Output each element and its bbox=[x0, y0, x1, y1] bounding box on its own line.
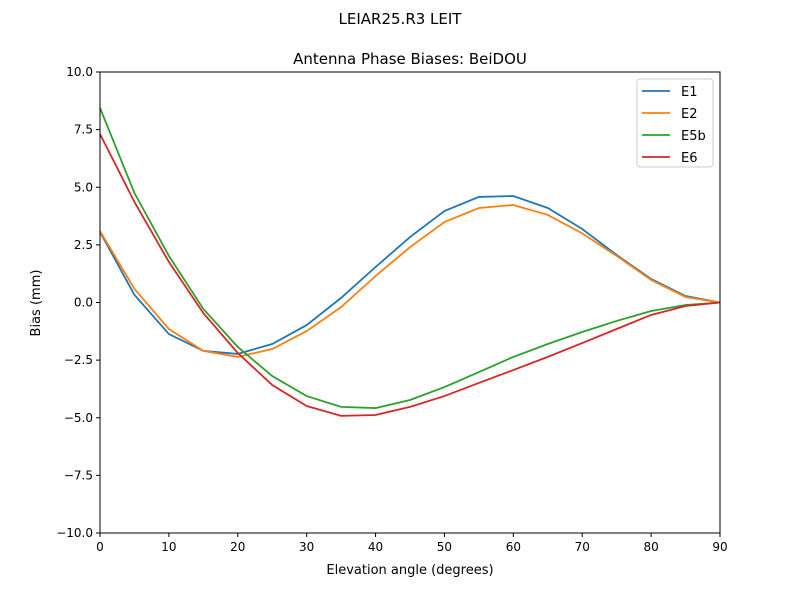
legend-box bbox=[636, 78, 714, 168]
series-line-e2 bbox=[99, 204, 721, 358]
y-tick-label: −7.5 bbox=[64, 468, 93, 482]
legend: E1 E2 E5b E6 bbox=[636, 78, 714, 168]
y-tick-label: −10.0 bbox=[56, 526, 93, 540]
x-axis-label: Elevation angle (degrees) bbox=[326, 563, 493, 578]
legend-label: E1 bbox=[681, 85, 698, 100]
legend-label: E5b bbox=[681, 129, 706, 144]
legend-label: E2 bbox=[681, 107, 698, 122]
x-tick-label: 80 bbox=[643, 540, 658, 554]
chart-title: Antenna Phase Biases: BeiDOU bbox=[293, 50, 527, 68]
series-line-e1 bbox=[99, 195, 721, 355]
plot-frame bbox=[99, 71, 721, 534]
x-tick-label: 50 bbox=[437, 540, 452, 554]
y-tick-label: −2.5 bbox=[64, 353, 93, 367]
x-tick-label: 10 bbox=[161, 540, 176, 554]
x-tick-label: 70 bbox=[575, 540, 590, 554]
y-tick-label: 7.5 bbox=[74, 123, 93, 137]
y-axis-label: Bias (mm) bbox=[29, 270, 44, 337]
legend-label: E6 bbox=[681, 151, 698, 166]
x-tick-label: 0 bbox=[96, 540, 104, 554]
x-tick-label: 60 bbox=[506, 540, 521, 554]
y-tick-label: 10.0 bbox=[66, 65, 93, 79]
series-line-e5b bbox=[99, 107, 721, 409]
x-tick-label: 90 bbox=[712, 540, 727, 554]
y-tick-label: 0.0 bbox=[74, 296, 93, 310]
suptitle: LEIAR25.R3 LEIT bbox=[339, 10, 463, 28]
x-tick-label: 30 bbox=[299, 540, 314, 554]
y-tick-label: −5.0 bbox=[64, 411, 93, 425]
y-tick-label: 5.0 bbox=[74, 180, 93, 194]
x-tick-label: 20 bbox=[230, 540, 245, 554]
series-line-e6 bbox=[99, 133, 721, 417]
y-tick-label: 2.5 bbox=[74, 238, 93, 252]
x-tick-label: 40 bbox=[368, 540, 383, 554]
